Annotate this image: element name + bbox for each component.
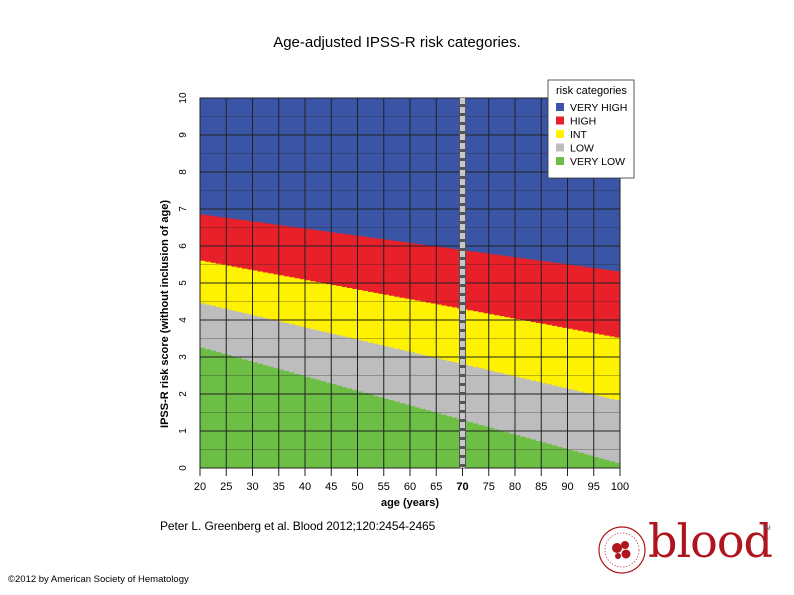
legend-label: VERY HIGH — [570, 102, 627, 114]
y-tick-label: 10 — [178, 92, 189, 104]
x-tick-label: 75 — [483, 481, 495, 493]
blood-journal-logo: blood TM — [596, 514, 776, 580]
y-tick-label: 5 — [178, 280, 189, 286]
x-tick-label: 35 — [273, 481, 285, 493]
legend-label: HIGH — [570, 116, 596, 128]
legend-swatch — [556, 130, 564, 138]
citation: Peter L. Greenberg et al. Blood 2012;120… — [160, 519, 436, 533]
x-tick-label: 65 — [430, 481, 442, 493]
copyright-notice: ©2012 by American Society of Hematology — [8, 574, 189, 585]
slide-title: Age-adjusted IPSS-R risk categories. — [273, 34, 521, 51]
y-tick-label: 9 — [178, 132, 189, 138]
plot-frame — [199, 97, 621, 469]
legend-swatch — [556, 143, 564, 152]
x-tick-label: 85 — [535, 481, 547, 493]
legend-label: LOW — [570, 143, 594, 155]
x-tick-label: 55 — [378, 481, 390, 493]
x-tick-label: 80 — [509, 481, 521, 493]
logo-trademark: TM — [762, 526, 771, 532]
x-tick-label: 20 — [194, 481, 206, 493]
y-tick-label: 4 — [178, 317, 189, 323]
y-tick-label: 7 — [178, 206, 189, 212]
legend-swatch — [556, 157, 564, 165]
legend-label: VERY LOW — [570, 156, 625, 168]
x-tick-label: 100 — [611, 481, 629, 493]
y-tick-label: 8 — [178, 169, 189, 175]
x-tick-label: 90 — [561, 481, 573, 493]
x-tick-label: 95 — [588, 481, 600, 493]
y-tick-labels: 0 1 2 3 4 5 6 7 8 9 10 — [178, 92, 189, 471]
x-tick-labels: 20 25 30 35 40 45 50 55 60 65 70 75 80 85 90 95 100 — [194, 481, 629, 493]
y-tick-label: 1 — [178, 428, 189, 434]
logo-wordmark: blood — [648, 514, 773, 568]
x-tick-label: 45 — [325, 481, 337, 493]
legend-title: risk categories — [556, 85, 627, 97]
y-tick-label: 6 — [178, 243, 189, 249]
x-tick-label: 25 — [220, 481, 232, 493]
legend-swatch — [556, 116, 564, 125]
x-tick-label: 40 — [299, 481, 311, 493]
y-axis-label: IPSS-R risk score (without inclusion of … — [159, 200, 171, 428]
x-tick-label: 50 — [351, 481, 363, 493]
legend-swatch — [556, 103, 564, 111]
legend-label: INT — [570, 129, 588, 141]
y-tick-label: 0 — [178, 465, 189, 471]
ash-seal-icon — [598, 526, 646, 574]
y-tick-label: 3 — [178, 354, 189, 360]
x-tick-label: 70 — [456, 481, 468, 493]
x-tick-label: 60 — [404, 481, 416, 493]
risk-category-chart: 20 25 30 35 40 45 50 55 60 65 70 75 80 85 90 95 100 0123… — [159, 79, 635, 509]
x-axis-label: age (years) — [381, 497, 439, 509]
y-tick-label: 2 — [178, 391, 189, 397]
x-tick-label: 30 — [246, 481, 258, 493]
